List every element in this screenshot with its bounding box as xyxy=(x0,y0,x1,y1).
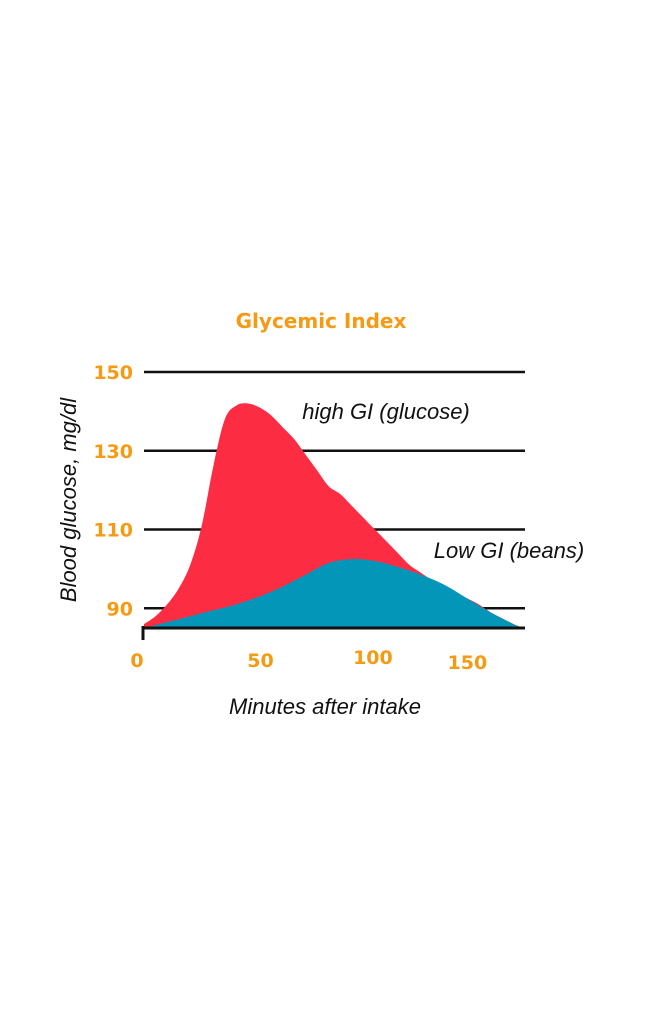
x-axis-label: Minutes after intake xyxy=(229,694,421,719)
y-tick-label-90: 90 xyxy=(107,598,133,620)
chart-title: Glycemic Index xyxy=(236,309,407,333)
y-tick-label-110: 110 xyxy=(93,520,133,542)
area-high-gi xyxy=(144,403,521,628)
y-tick-label-150: 150 xyxy=(93,362,133,384)
y-tick-label-130: 130 xyxy=(93,441,133,463)
x-tick-labels: 0 50 100 150 xyxy=(130,647,487,674)
x-tick-label-100: 100 xyxy=(353,647,393,669)
x-tick-label-150: 150 xyxy=(448,652,488,674)
axes xyxy=(141,626,525,640)
y-tick-labels: 90 110 130 150 xyxy=(93,362,133,620)
annotation-low-gi: Low GI (beans) xyxy=(434,538,584,563)
y-axis-label: Blood glucose, mg/dl xyxy=(56,397,81,602)
x-tick-label-50: 50 xyxy=(247,650,273,672)
plot-areas xyxy=(144,403,521,628)
annotation-high-gi: high GI (glucose) xyxy=(302,399,470,424)
x-tick-label-0: 0 xyxy=(130,650,143,672)
area-low-gi xyxy=(144,559,521,628)
